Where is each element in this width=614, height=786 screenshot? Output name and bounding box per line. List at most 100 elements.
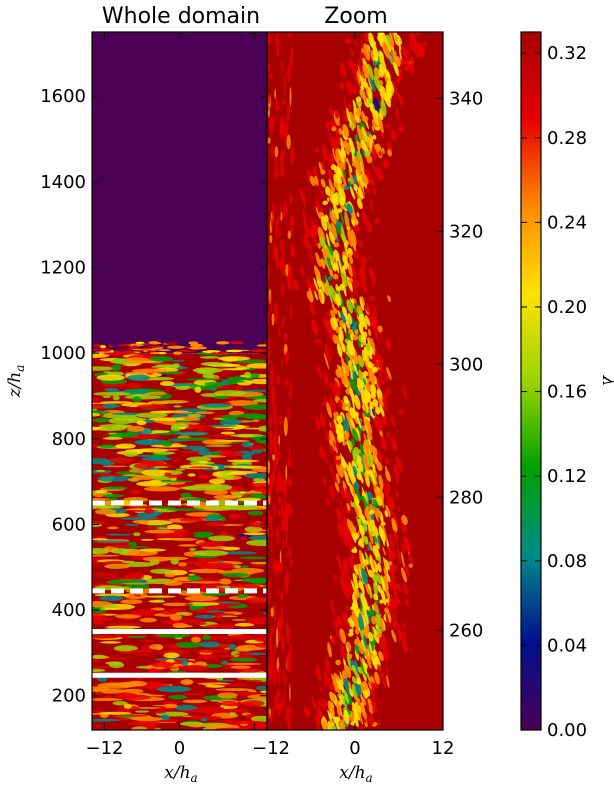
turbulent-blob — [125, 382, 143, 389]
turbulent-blob — [221, 700, 237, 703]
plume-blob — [372, 56, 378, 61]
plume-blob — [342, 306, 347, 318]
edge-streak — [274, 88, 277, 99]
edge-streak — [273, 447, 278, 470]
plume-blob — [346, 365, 351, 371]
plume-blob — [380, 99, 387, 117]
turbulent-blob — [92, 397, 100, 403]
edge-streak — [284, 675, 287, 685]
plume-blob — [319, 413, 325, 429]
turbulent-blob — [178, 544, 197, 547]
plume-blob — [354, 134, 359, 142]
turbulent-blob — [230, 433, 264, 438]
edge-streak — [268, 72, 272, 80]
plume-blob — [363, 536, 368, 545]
plume-blob — [332, 334, 338, 344]
plume-blob — [371, 655, 378, 670]
plume-blob — [332, 273, 339, 280]
plume-blob — [356, 124, 364, 142]
turbulent-blob — [214, 615, 223, 620]
plume-blob — [358, 524, 365, 536]
turbulent-blob — [97, 475, 130, 482]
plume-blob — [356, 515, 361, 528]
plume-blob — [379, 599, 384, 604]
left-y-tick-label: 600 — [52, 514, 86, 535]
plume-blob — [402, 582, 409, 595]
plume-blob — [345, 605, 350, 611]
turbulent-blob — [194, 622, 207, 625]
turbulent-blob — [239, 491, 246, 494]
plume-blob — [352, 449, 358, 466]
plume-blob — [309, 287, 313, 301]
plume-blob — [403, 630, 407, 636]
turbulent-blob — [173, 405, 182, 408]
plume-blob — [385, 504, 391, 518]
plume-blob — [337, 521, 344, 538]
plume-blob — [334, 110, 339, 119]
edge-streak — [274, 603, 277, 619]
turbulent-blob — [120, 517, 158, 521]
plume-blob — [335, 455, 342, 461]
right-title: Zoom — [324, 4, 387, 29]
turbulent-blob — [186, 456, 212, 462]
turbulent-blob — [92, 497, 110, 501]
plume-blob — [371, 556, 376, 570]
plume-blob — [359, 267, 366, 281]
plume-blob — [380, 521, 386, 527]
plume-blob — [400, 551, 405, 568]
edge-streak — [290, 146, 293, 166]
plume-blob — [393, 464, 400, 481]
plume-blob — [353, 481, 360, 491]
turbulent-blob — [125, 574, 144, 580]
turbulent-blob — [208, 478, 226, 485]
turbulent-blob — [251, 466, 267, 473]
plume-blob — [371, 146, 377, 159]
plume-blob — [335, 170, 342, 185]
edge-streak — [277, 667, 281, 685]
plume-blob — [345, 376, 350, 387]
plume-blob — [390, 594, 396, 612]
interface-blob — [165, 341, 178, 345]
turbulent-blob — [93, 432, 110, 439]
edge-streak — [267, 266, 270, 279]
plume-blob — [360, 257, 366, 270]
turbulent-blob — [221, 551, 258, 555]
turbulent-blob — [124, 523, 139, 526]
edge-streak — [267, 477, 270, 485]
plume-blob — [363, 115, 369, 122]
plume-blob — [372, 681, 376, 690]
turbulent-blob — [200, 428, 207, 431]
turbulent-blob — [248, 535, 267, 541]
colorbar-tick-label: 0.24 — [547, 212, 587, 233]
plume-blob — [373, 97, 380, 115]
turbulent-blob — [131, 476, 156, 480]
edge-streak — [267, 339, 270, 361]
plume-blob — [388, 601, 394, 613]
edge-streak — [275, 257, 279, 271]
turbulent-blob — [245, 529, 267, 532]
plume-blob — [338, 326, 344, 341]
plume-blob — [405, 60, 412, 73]
edge-streak — [290, 304, 293, 321]
edge-streak — [287, 230, 291, 240]
turbulent-blob — [135, 710, 150, 713]
plume-blob — [328, 382, 334, 388]
plume-blob — [319, 339, 323, 346]
turbulent-blob — [132, 716, 163, 722]
plume-blob — [366, 154, 373, 164]
y-label: z/ha — [5, 365, 27, 399]
plume-blob — [359, 296, 365, 311]
plume-blob — [386, 432, 391, 438]
plume-blob — [319, 258, 326, 268]
plume-blob — [346, 526, 354, 543]
turbulent-blob — [115, 432, 134, 436]
plume-blob — [345, 328, 350, 343]
turbulent-blob — [219, 419, 243, 426]
plume-blob — [368, 313, 377, 331]
plume-blob — [331, 302, 336, 312]
plume-blob — [357, 357, 363, 363]
plume-blob — [398, 93, 404, 107]
plume-blob — [369, 295, 375, 302]
turbulent-blob — [182, 485, 216, 491]
edge-streak — [269, 234, 273, 243]
